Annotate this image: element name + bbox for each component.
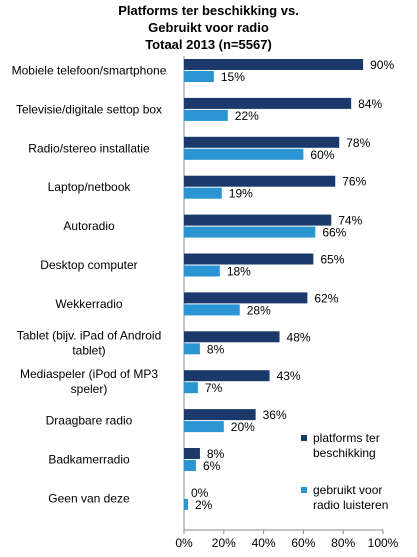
category-label: Tablet (bijv. iPad of Android <box>17 328 162 342</box>
legend-marker-platforms <box>301 435 307 441</box>
data-label: 8% <box>207 447 225 461</box>
category-label: Autoradio <box>63 219 115 233</box>
bar-radio <box>184 304 240 316</box>
bar-radio <box>184 498 188 510</box>
data-label: 66% <box>322 226 346 240</box>
bar-radio <box>184 265 220 277</box>
category-label: Desktop computer <box>40 258 137 272</box>
bar-platforms <box>184 370 270 382</box>
data-label: 36% <box>263 408 287 422</box>
x-tick-label: 20% <box>212 536 236 550</box>
bar-radio <box>184 71 214 82</box>
category-label: Wekkerradio <box>55 297 122 311</box>
data-label: 62% <box>314 291 338 305</box>
category-label: Televisie/digitale settop box <box>16 102 162 116</box>
category-label: speler) <box>71 382 108 396</box>
data-label: 28% <box>247 303 271 317</box>
bar-platforms <box>184 59 364 70</box>
data-label: 22% <box>235 109 259 123</box>
legend-label: radio luisteren <box>313 498 388 512</box>
data-label: 6% <box>203 459 221 473</box>
bar-platforms <box>184 409 256 421</box>
legend-label: platforms ter <box>313 431 380 445</box>
bar-radio <box>184 460 196 471</box>
data-label: 0% <box>191 486 209 500</box>
bar-platforms <box>184 253 314 265</box>
legend-label: beschikking <box>313 446 376 460</box>
legend-label: gebruikt voor <box>313 483 382 497</box>
data-label: 76% <box>342 175 366 189</box>
x-tick-label: 40% <box>252 536 276 550</box>
data-label: 8% <box>207 342 225 356</box>
chart-title-line-1: Platforms ter beschikking vs. <box>118 3 299 18</box>
data-label: 90% <box>370 58 394 72</box>
data-label: 19% <box>229 187 253 201</box>
bar-platforms <box>184 292 308 304</box>
bar-platforms <box>184 136 340 148</box>
bar-platforms <box>184 175 336 187</box>
x-tick-label: 60% <box>291 536 315 550</box>
data-label: 74% <box>338 214 362 228</box>
x-tick-label: 80% <box>331 536 355 550</box>
bar-radio <box>184 148 304 160</box>
data-label: 2% <box>195 498 213 512</box>
bar-platforms <box>184 214 332 226</box>
data-label: 84% <box>358 97 382 111</box>
category-label: Laptop/netbook <box>48 180 132 194</box>
bar-radio <box>184 382 198 394</box>
data-label: 20% <box>231 420 255 434</box>
category-label: Mobiele telefoon/smartphone <box>12 64 167 78</box>
chart-subtitle: Totaal 2013 (n=5567) <box>145 37 272 52</box>
x-tick-label: 0% <box>175 536 193 550</box>
bar-radio <box>184 421 224 433</box>
data-label: 43% <box>277 369 301 383</box>
bar-platforms <box>184 448 200 459</box>
data-label: 60% <box>310 148 334 162</box>
chart-title-block: Platforms ter beschikking vs. Gebruikt v… <box>0 2 417 53</box>
legend-marker-radio <box>301 487 307 493</box>
bar-radio <box>184 109 228 121</box>
category-label: Geen van deze <box>48 491 130 505</box>
data-label: 65% <box>320 253 344 267</box>
chart-title-line-2: Gebruikt voor radio <box>148 20 269 35</box>
category-label: Badkamerradio <box>48 453 130 467</box>
bar-radio <box>184 187 222 199</box>
category-label: Radio/stereo installatie <box>28 141 150 155</box>
data-label: 78% <box>346 136 370 150</box>
data-label: 18% <box>227 265 251 279</box>
category-label: tablet) <box>72 343 105 357</box>
data-label: 7% <box>205 381 223 395</box>
data-label: 15% <box>221 70 245 84</box>
bar-platforms <box>184 97 352 109</box>
data-label: 48% <box>287 330 311 344</box>
x-tick-label: 100% <box>368 536 399 550</box>
bar-radio <box>184 343 200 355</box>
category-label: Mediaspeler (iPod of MP3 <box>20 367 158 381</box>
bar-radio <box>184 226 316 238</box>
category-label: Draagbare radio <box>46 414 133 428</box>
bar-platforms <box>184 331 280 343</box>
